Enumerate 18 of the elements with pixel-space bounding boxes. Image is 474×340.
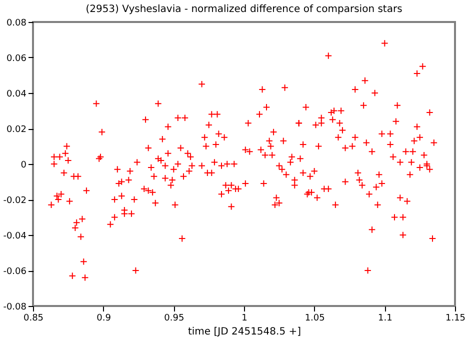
x-tick-label: 1.15 xyxy=(445,314,466,324)
x-tick-label: 1.1 xyxy=(378,314,392,324)
y-tick-label: 0.02 xyxy=(6,125,26,135)
x-tick-label: 0.9 xyxy=(96,314,112,324)
y-tick-label: 0 xyxy=(20,160,27,170)
x-axis-title: time [JD 2451548.5 +] xyxy=(188,326,302,338)
x-tick-label: 1.05 xyxy=(304,314,325,324)
y-tick-label: -0.02 xyxy=(3,196,26,206)
y-tick-label: -0.06 xyxy=(3,267,27,277)
x-tick-label: 0.85 xyxy=(23,314,44,324)
chart-title: (2953) Vysheslavia - normalized difference of comparsion stars xyxy=(86,4,402,15)
y-tick-label: -0.04 xyxy=(3,232,27,242)
x-tick-label: 0.95 xyxy=(164,314,184,324)
y-tick-label: 0.08 xyxy=(6,18,27,28)
y-tick-label: 0.04 xyxy=(6,90,27,100)
x-tick-label: 1 xyxy=(242,314,248,324)
y-tick-label: -0.08 xyxy=(3,302,27,312)
y-tick-label: 0.06 xyxy=(6,54,27,64)
